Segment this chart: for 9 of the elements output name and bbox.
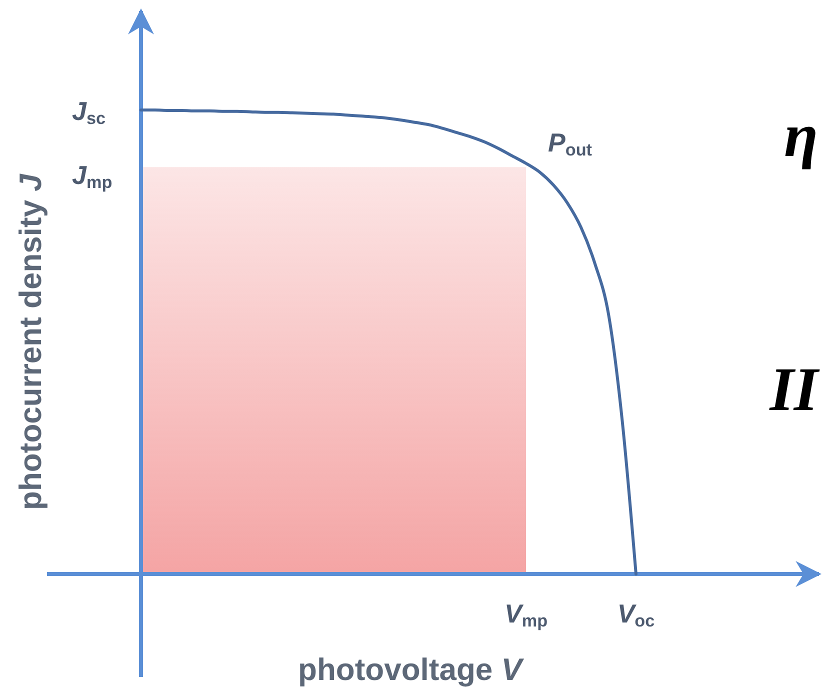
annotation: P$_{out}$ (548, 127, 592, 160)
text: J$_{mp}$ (72, 160, 112, 192)
text: η (784, 102, 818, 170)
x-axis-title: photovoltage V (298, 652, 524, 687)
text: J$_{sc}$ (72, 96, 106, 128)
y-axis-title: photocurrent density J (13, 173, 48, 510)
x-tick-label: V$_{mp}$ (504, 598, 548, 630)
text: II (768, 356, 820, 424)
x-tick-label: V$_{oc}$ (617, 598, 656, 630)
